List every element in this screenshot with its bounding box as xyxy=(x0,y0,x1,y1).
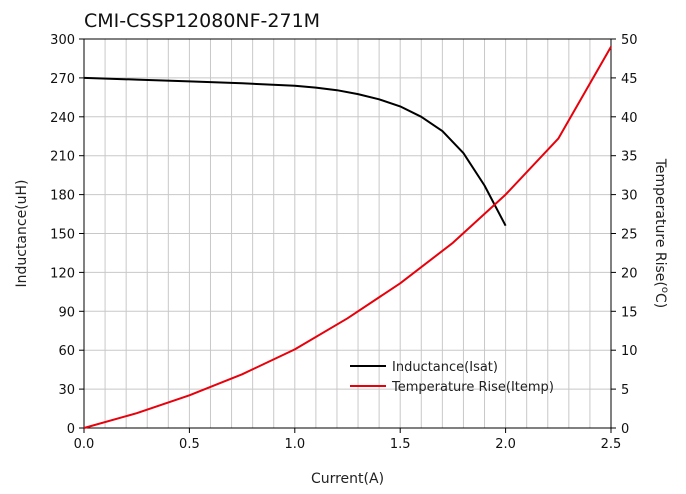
chart-title: CMI-CSSP12080NF-271M xyxy=(84,10,320,32)
y-tick-label: 60 xyxy=(58,344,75,359)
y-tick-label: 150 xyxy=(50,228,75,243)
x-tick-label: 2.5 xyxy=(601,437,622,452)
y-tick-label: 120 xyxy=(50,266,75,281)
y-tick-label: 270 xyxy=(50,72,75,87)
legend-label-inductance: Inductance(Isat) xyxy=(392,360,498,375)
y2-tick-label: 45 xyxy=(621,72,638,87)
y2-tick-label: 0 xyxy=(621,422,629,437)
y-tick-label: 30 xyxy=(58,383,75,398)
y2-tick-label: 50 xyxy=(621,33,638,48)
y2-tick-label: 35 xyxy=(621,150,638,165)
ticks: 0.0 0.5 1.0 1.5 2.0 2.50306090120150180210240… xyxy=(50,33,637,452)
y2-axis-title-unit: C) xyxy=(652,293,668,308)
grid xyxy=(84,39,611,428)
y2-tick-label: 15 xyxy=(621,305,638,320)
y2-axis-title: Temperature Rise(oC) xyxy=(652,158,670,309)
y2-tick-label: 10 xyxy=(621,344,638,359)
x-tick-label: 0.5 xyxy=(179,437,200,452)
series-lines xyxy=(83,46,612,429)
y-tick-label: 210 xyxy=(50,150,75,165)
y-tick-label: 240 xyxy=(50,111,75,126)
y2-tick-label: 20 xyxy=(621,266,638,281)
y2-axis-title-main: Temperature Rise( xyxy=(652,158,668,287)
y2-tick-label: 5 xyxy=(621,383,629,398)
y2-axis-title-degree: o xyxy=(659,287,670,293)
x-tick-label: 1.5 xyxy=(390,437,411,452)
y-tick-label: 180 xyxy=(50,189,75,204)
series-line-inductance xyxy=(83,76,507,227)
y2-tick-label: 25 xyxy=(621,228,638,243)
x-tick-label: 2.0 xyxy=(495,437,516,452)
x-tick-label: 1.0 xyxy=(284,437,305,452)
y-axis-title: Inductance(uH) xyxy=(14,179,30,287)
y-tick-label: 90 xyxy=(58,305,75,320)
series-line-temperature-rise xyxy=(83,46,612,429)
x-tick-label: 0.0 xyxy=(74,437,95,452)
y2-tick-label: 30 xyxy=(621,189,638,204)
y2-tick-label: 40 xyxy=(621,111,638,126)
legend-label-temperature: Temperature Rise(Itemp) xyxy=(391,380,554,395)
y-tick-label: 0 xyxy=(67,422,75,437)
legend: Inductance(Isat) Temperature Rise(Itemp) xyxy=(350,360,554,395)
y-tick-label: 300 xyxy=(50,33,75,48)
x-axis-title: Current(A) xyxy=(311,471,384,487)
